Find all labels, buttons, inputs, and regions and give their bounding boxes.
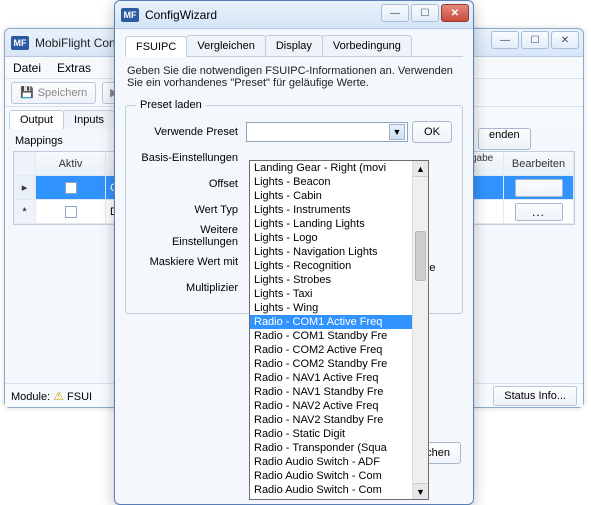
floppy-icon: 💾 [20,86,34,99]
dropdown-item[interactable]: Landing Gear - Right (movi [250,161,412,175]
dropdown-item[interactable]: Radio - COM1 Active Freq [250,315,412,329]
label-offset: Offset [136,178,246,190]
dropdown-item[interactable]: Lights - Logo [250,231,412,245]
bg-maximize-button[interactable]: ☐ [521,31,549,49]
dlg-title: ConfigWizard [145,8,217,22]
bg-minimize-button[interactable]: — [491,31,519,49]
label-multiplizier: Multiplizier [136,282,246,294]
dropdown-item[interactable]: Radio - COM1 Standby Fre [250,329,412,343]
dropdown-item[interactable]: Lights - Taxi [250,287,412,301]
dropdown-item[interactable]: Lights - Wing [250,301,412,315]
save-button[interactable]: 💾 Speichern [11,82,96,104]
grid-corner [14,152,36,176]
label-werttyp: Wert Typ [136,204,246,216]
cell-aktiv[interactable] [36,176,106,200]
preset-legend: Preset laden [136,99,206,111]
dropdown-item[interactable]: Lights - Cabin [250,189,412,203]
col-bearbeiten[interactable]: Bearbeiten [504,152,574,176]
dropdown-item[interactable]: Lights - Navigation Lights [250,245,412,259]
dlg-minimize-button[interactable]: — [381,4,409,22]
label-maskiere: Maskiere Wert mit [136,256,246,268]
label-basis: Basis-Einstellungen [136,152,246,164]
dropdown-item[interactable]: Lights - Landing Lights [250,217,412,231]
preset-combo[interactable]: ▼ [246,122,408,142]
edit-button[interactable]: ... [515,203,563,221]
dropdown-item[interactable]: Radio - NAV2 Standby Fre [250,413,412,427]
dropdown-item[interactable]: Radio - Static Digit [250,427,412,441]
checkbox-icon[interactable] [65,206,77,218]
scroll-thumb[interactable] [415,231,426,281]
dropdown-item[interactable]: Lights - Beacon [250,175,412,189]
dropdown-item[interactable]: Radio Audio Switch - Com [250,469,412,483]
dropdown-item[interactable]: Lights - Instruments [250,203,412,217]
dropdown-item[interactable]: Radio Audio Switch - Com2 [250,497,412,500]
status-info-button[interactable]: Status Info... [493,386,577,406]
dropdown-item[interactable]: Radio - COM2 Active Freq [250,343,412,357]
cell-aktiv[interactable] [36,200,106,224]
mf-logo-icon: MF [11,36,29,50]
label-preset: Verwende Preset [136,126,246,138]
label-weitere: Weitere Einstellungen [136,224,246,248]
dropdown-item[interactable]: Radio - Transponder (Squa [250,441,412,455]
dlg-tabs: FSUIPC Vergleichen Display Vorbedingung [125,35,463,57]
save-label: Speichern [38,87,88,99]
scroll-up-button[interactable]: ▲ [413,161,428,177]
dropdown-item[interactable]: Lights - Recognition [250,259,412,273]
dropdown-item[interactable]: Radio - NAV2 Active Freq [250,399,412,413]
dropdown-items: Landing Gear - Right (moviLights - Beaco… [250,161,412,499]
cell-edit: ... [504,200,574,224]
dropdown-item[interactable]: Radio Audio Switch - Com [250,483,412,497]
mf-logo-icon: MF [121,8,139,22]
menu-datei[interactable]: Datei [13,61,41,75]
edit-button[interactable]: ... [515,179,563,197]
scroll-down-button[interactable]: ▼ [413,483,428,499]
tab-inputs[interactable]: Inputs [63,110,115,129]
dropdown-item[interactable]: Radio - NAV1 Standby Fre [250,385,412,399]
dlg-maximize-button[interactable]: ☐ [411,4,439,22]
dropdown-item[interactable]: Radio - COM2 Standby Fre [250,357,412,371]
row-indicator: ▸ [14,176,36,200]
tab-fsuipc[interactable]: FSUIPC [125,36,187,57]
chevron-down-icon[interactable]: ▼ [389,124,405,140]
dropdown-scrollbar[interactable]: ▲ ▼ [412,161,428,499]
dropdown-item[interactable]: Radio - NAV1 Active Freq [250,371,412,385]
bg-title: MobiFlight Conn [35,36,122,50]
tab-vorbedingung[interactable]: Vorbedingung [322,35,412,56]
row-preset: Verwende Preset ▼ OK [136,119,452,145]
ok-button[interactable]: OK [412,121,452,143]
preset-dropdown-list[interactable]: Landing Gear - Right (moviLights - Beaco… [249,160,429,500]
warning-icon: ⚠ [53,389,64,403]
tab-vergleichen[interactable]: Vergleichen [186,35,266,56]
dlg-description: Geben Sie die notwendigen FSUIPC-Informa… [125,57,463,99]
tab-display[interactable]: Display [265,35,323,56]
col-aktiv[interactable]: Aktiv [36,152,106,176]
dropdown-item[interactable]: Radio Audio Switch - ADF [250,455,412,469]
dropdown-item[interactable]: Lights - Strobes [250,273,412,287]
checkbox-icon[interactable] [65,182,77,194]
cell-edit: ... [504,176,574,200]
status-module: Module: ⚠ FSUI [11,389,92,403]
menu-extras[interactable]: Extras [57,61,91,75]
bg-close-button[interactable]: ✕ [551,31,579,49]
tab-output[interactable]: Output [9,110,64,129]
dlg-close-button[interactable]: ✕ [441,4,469,22]
dlg-titlebar[interactable]: MF ConfigWizard — ☐ ✕ [115,1,473,29]
send-button-partial[interactable]: enden [478,128,531,150]
row-indicator: * [14,200,36,224]
